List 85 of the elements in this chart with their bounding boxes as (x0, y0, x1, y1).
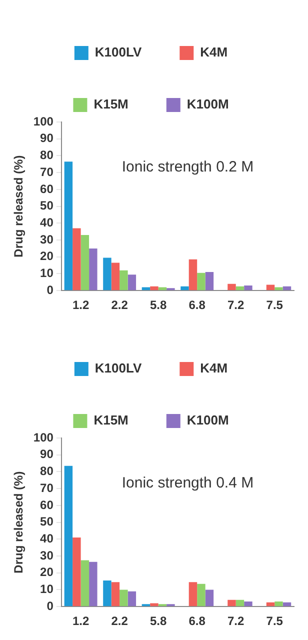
bar (150, 603, 158, 606)
y-axis-title: Drug released (%) (12, 471, 26, 574)
y-tick-label: 0 (46, 598, 54, 613)
y-tick-label: 100 (33, 430, 54, 444)
bar (64, 162, 73, 290)
bar (188, 259, 198, 290)
y-tick-label: 40 (40, 531, 54, 546)
bar (64, 466, 73, 606)
y-tick-label: 70 (40, 480, 54, 495)
bar (120, 270, 128, 290)
bar (80, 234, 90, 290)
x-tick-label: 6.8 (188, 298, 206, 312)
x-tick-label: 7.2 (228, 298, 245, 312)
bar (236, 286, 244, 290)
bar (244, 286, 252, 290)
bar (244, 602, 252, 606)
bar (103, 580, 112, 606)
legend-label: K15M (94, 412, 128, 428)
y-tick-label: 0 (46, 282, 54, 297)
x-tick-label: 1.2 (72, 614, 90, 628)
x-tick-label: 7.2 (228, 614, 245, 628)
y-tick-label: 50 (40, 198, 54, 213)
x-tick-label: 1.2 (72, 298, 90, 312)
y-tick-label: 60 (40, 498, 54, 512)
bar (282, 286, 292, 290)
bar (111, 582, 120, 606)
x-tick-label: 7.5 (266, 614, 284, 628)
y-tick-label: 80 (40, 464, 54, 478)
bar (111, 262, 120, 290)
y-axis-title: Drug released (%) (12, 155, 26, 258)
y-tick-label: 100 (33, 114, 54, 128)
bar (274, 287, 283, 290)
bar (72, 228, 81, 290)
bar (266, 284, 275, 290)
bar (72, 537, 81, 606)
y-tick-label: 70 (40, 164, 54, 179)
x-tick-label: 6.8 (188, 614, 206, 628)
bar (228, 600, 236, 606)
legend-label: K15M (94, 96, 128, 112)
annotation: Ionic strength 0.2 M (122, 158, 254, 176)
x-tick-label: 7.5 (266, 298, 284, 312)
legend-label: K100LV (94, 360, 142, 376)
x-tick-label: 2.2 (111, 298, 128, 312)
bar (282, 602, 292, 606)
bar (80, 560, 90, 606)
x-tick-label: 5.8 (150, 614, 167, 628)
bar (197, 584, 206, 606)
y-tick-label: 20 (40, 249, 54, 264)
legend-label: K4M (200, 360, 228, 376)
y-tick-label: 90 (40, 447, 54, 462)
bar (142, 287, 150, 290)
bar (197, 272, 206, 290)
bar (128, 274, 136, 290)
bar (205, 590, 214, 606)
y-tick-label: 90 (40, 131, 54, 146)
y-tick-label: 80 (40, 148, 54, 162)
bar (89, 248, 98, 290)
bar (274, 602, 283, 606)
bar (236, 600, 244, 606)
y-tick-label: 10 (40, 266, 54, 280)
annotation: Ionic strength 0.4 M (122, 474, 254, 492)
bar (228, 284, 236, 290)
bar (120, 590, 128, 606)
bar (205, 272, 214, 290)
bar (158, 287, 167, 290)
legend-label: K100M (186, 96, 229, 112)
x-tick-label: 2.2 (111, 614, 128, 628)
legend-label: K100LV (94, 44, 142, 60)
y-tick-label: 30 (40, 548, 54, 562)
y-tick-label: 50 (40, 514, 54, 529)
bar (89, 562, 98, 606)
bar (103, 258, 112, 290)
y-tick-label: 20 (40, 565, 54, 580)
bar (128, 591, 136, 606)
y-tick-label: 10 (40, 582, 54, 596)
bar (180, 286, 189, 290)
x-tick-label: 5.8 (150, 298, 167, 312)
y-tick-label: 40 (40, 215, 54, 230)
legend-label: K4M (200, 44, 228, 60)
bar (150, 286, 158, 290)
y-tick-label: 60 (40, 182, 54, 196)
y-tick-label: 30 (40, 232, 54, 246)
bar (188, 582, 198, 606)
legend-label: K100M (186, 412, 229, 428)
bar (266, 602, 275, 606)
